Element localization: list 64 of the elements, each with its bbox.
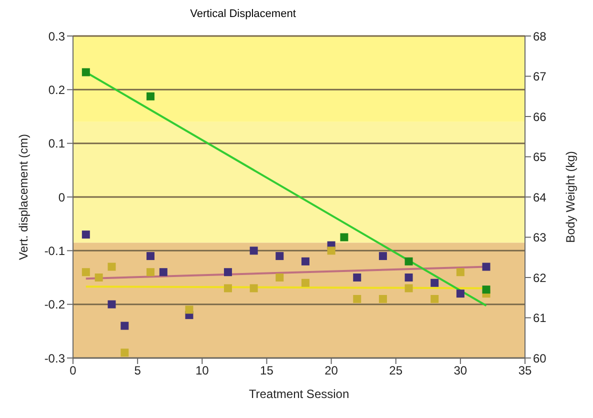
point [301, 278, 310, 287]
y2-tick-label: 68 [533, 29, 547, 44]
point [224, 268, 232, 276]
y2-tick-label: 63 [533, 230, 547, 245]
x-tick-label: 15 [260, 364, 274, 378]
point [378, 252, 387, 260]
y2-tick-label: 66 [533, 110, 547, 124]
y-tick-label: -0.2 [44, 298, 66, 312]
y-tick-label: 0 [58, 190, 66, 204]
y2-tick-label: 62 [533, 270, 547, 285]
point [378, 294, 387, 303]
point [120, 322, 129, 330]
x-tick-label: 25 [389, 364, 403, 378]
y2-axis-title: Body Weight (kg) [563, 151, 578, 243]
point [224, 284, 232, 292]
y-axis-title: Vert. displacement (cm) [16, 134, 30, 260]
point [430, 278, 439, 287]
point [340, 233, 348, 242]
y-tick-label: 0.1 [48, 136, 66, 151]
point [146, 268, 154, 276]
x-tick-label: 5 [134, 364, 142, 378]
y2-tick-label: 61 [533, 311, 547, 326]
point [250, 246, 258, 255]
point [120, 348, 129, 357]
x-tick-label: 10 [195, 364, 210, 378]
point [430, 294, 439, 303]
y-tick-label: 0.3 [48, 29, 66, 44]
y2-tick-label: 65 [533, 150, 547, 164]
point [82, 268, 90, 276]
point [276, 274, 284, 282]
point [94, 274, 103, 282]
x-tick-label: 35 [518, 364, 532, 378]
y2-tick-label: 67 [533, 70, 547, 84]
point [82, 68, 90, 76]
point [159, 268, 168, 276]
point [482, 286, 490, 294]
point [353, 274, 362, 282]
y-tick-label: -0.1 [44, 244, 66, 258]
x-tick-label: 20 [324, 364, 338, 378]
point [301, 257, 310, 266]
y2-tick-label: 64 [533, 190, 547, 204]
y-tick-label: 0.2 [48, 82, 66, 97]
point [108, 300, 116, 308]
point [146, 92, 154, 100]
x-tick-label: 0 [70, 364, 77, 378]
x-axis-title: Treatment Session [248, 387, 350, 401]
point [404, 284, 413, 292]
point [146, 252, 154, 260]
point [250, 284, 258, 292]
y-tick-label: -0.3 [44, 351, 66, 366]
point [404, 257, 413, 266]
point [456, 290, 464, 298]
point [185, 306, 194, 314]
point [353, 294, 362, 303]
point [82, 230, 90, 239]
chart-title: Vertical Displacement [189, 8, 297, 22]
point [108, 262, 116, 271]
point [276, 252, 284, 260]
point [456, 268, 464, 276]
y2-tick-label: 60 [533, 351, 547, 366]
point [482, 262, 490, 271]
x-tick-label: 30 [454, 364, 468, 378]
point [327, 246, 336, 255]
point [404, 274, 413, 282]
